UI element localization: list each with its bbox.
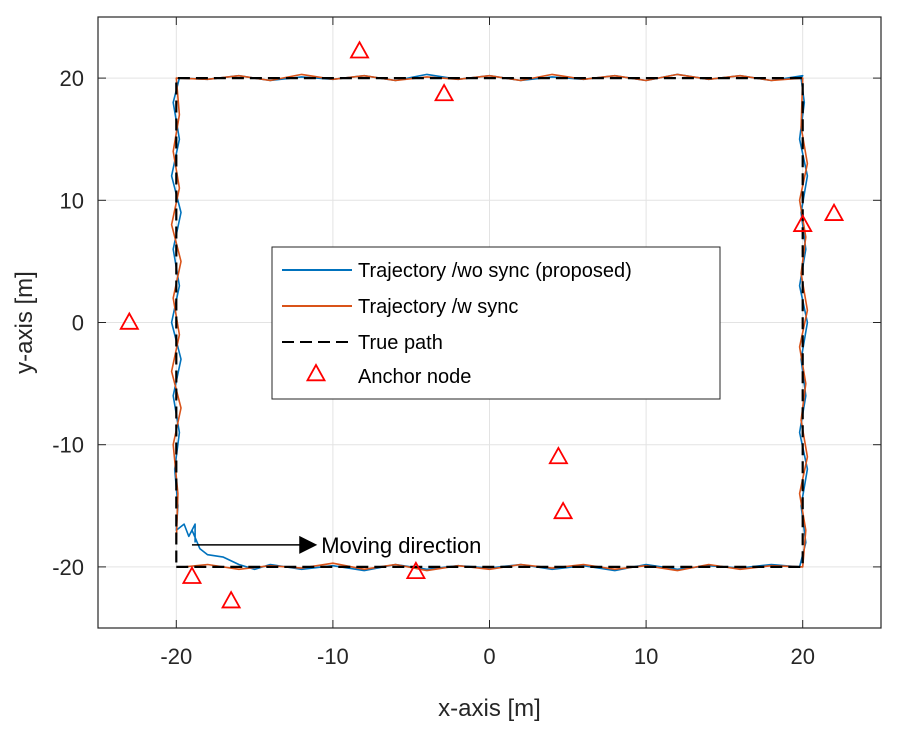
anchor-node-marker bbox=[349, 40, 370, 59]
anchor-node-marker bbox=[548, 446, 569, 465]
x-tick-label: 20 bbox=[790, 644, 814, 669]
anchor-node-marker bbox=[434, 83, 455, 102]
anchor-node-marker bbox=[181, 565, 203, 584]
annotation: Moving direction bbox=[191, 533, 481, 558]
legend-label-true-path: True path bbox=[358, 332, 443, 354]
moving-direction-label: Moving direction bbox=[321, 533, 481, 558]
x-tick-label: 0 bbox=[483, 644, 495, 669]
y-tick-label: 0 bbox=[72, 311, 84, 336]
anchor-node-marker bbox=[221, 590, 242, 609]
y-tick-label: -10 bbox=[52, 433, 84, 458]
x-axis-label: x-axis [m] bbox=[438, 695, 541, 722]
anchor-node-marker bbox=[792, 213, 813, 232]
y-tick-label: -20 bbox=[52, 555, 84, 580]
anchor-node-marker bbox=[553, 501, 574, 520]
anchor-node-marker bbox=[823, 202, 845, 221]
legend: Trajectory /wo sync (proposed) Trajector… bbox=[271, 246, 721, 400]
legend-label-anchor-node: Anchor node bbox=[358, 366, 471, 388]
legend-label-w-sync: Trajectory /w sync bbox=[358, 296, 518, 318]
x-tick-label: 10 bbox=[634, 644, 658, 669]
series-layer bbox=[119, 40, 845, 609]
legend-label-wo-sync: Trajectory /wo sync (proposed) bbox=[358, 260, 632, 282]
legend-swatch-anchor-node bbox=[305, 363, 327, 382]
y-axis-label: y-axis [m] bbox=[11, 271, 38, 374]
y-tick-label: 20 bbox=[60, 66, 84, 91]
x-tick-label: -10 bbox=[317, 644, 349, 669]
legend-box bbox=[271, 246, 721, 400]
ticks: -20 -10 0 10 20 -20 -10 0 10 20 bbox=[52, 17, 881, 669]
y-tick-label: 10 bbox=[60, 188, 84, 213]
anchor-node-marker bbox=[405, 560, 426, 579]
anchor-node-marker bbox=[119, 311, 140, 330]
x-tick-label: -20 bbox=[160, 644, 192, 669]
series-line-2 bbox=[175, 77, 804, 568]
moving-direction-arrowhead bbox=[299, 535, 318, 554]
